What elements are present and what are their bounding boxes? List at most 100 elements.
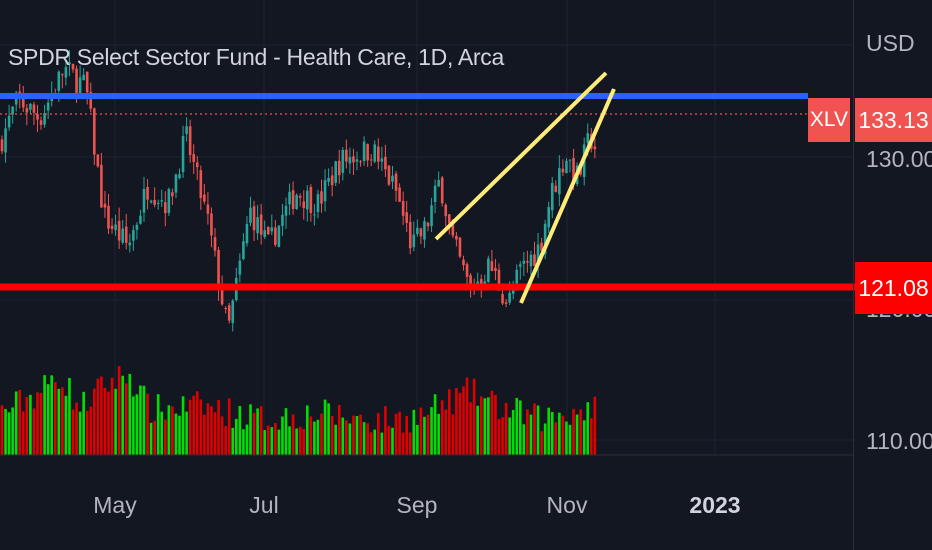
symbol-tag[interactable]: XLV: [808, 98, 850, 142]
currency-label[interactable]: USD: [866, 30, 915, 56]
volume-bar: [465, 377, 469, 455]
candle: [412, 221, 416, 252]
candle-body: [458, 237, 462, 257]
candle: [78, 65, 82, 99]
volume-bar: [64, 395, 68, 455]
volume-bar: [210, 406, 213, 455]
candle: [298, 193, 302, 207]
candle-body: [252, 206, 256, 231]
volume-bar: [82, 391, 85, 455]
candle: [345, 139, 348, 169]
candle: [430, 197, 433, 233]
candle: [266, 226, 270, 236]
candle: [203, 183, 206, 205]
candle: [291, 181, 295, 215]
volume-bar: [561, 415, 565, 455]
volume-bar: [433, 394, 437, 455]
volume-bar: [32, 408, 36, 455]
candle: [394, 171, 398, 202]
candle-body: [309, 186, 313, 213]
candle-body: [46, 102, 50, 111]
candle: [561, 159, 565, 177]
candle: [139, 209, 142, 225]
candle-body: [444, 204, 448, 217]
candle: [462, 255, 465, 271]
candle-body: [558, 168, 561, 195]
candle: [36, 104, 39, 133]
candle-body: [345, 149, 348, 162]
volume-bar: [547, 407, 550, 455]
volume-bar: [188, 399, 192, 455]
volume-bar: [444, 409, 448, 455]
candle-body: [281, 214, 284, 226]
candle-body: [203, 194, 206, 202]
candle-body: [146, 187, 149, 200]
wedge-upper-trendline[interactable]: [434, 71, 608, 241]
candle: [82, 68, 85, 81]
candle: [536, 232, 540, 278]
candle-body: [4, 128, 7, 153]
candle: [146, 178, 149, 210]
volume-bar: [245, 424, 249, 455]
volume-bar: [11, 407, 14, 455]
volume-bar: [174, 413, 178, 455]
volume-bars: [0, 366, 597, 455]
candle: [68, 50, 71, 77]
volume-bar: [107, 391, 110, 455]
candle-body: [511, 288, 515, 294]
volume-bar: [132, 396, 135, 455]
candle-body: [526, 261, 529, 263]
candle: [256, 204, 259, 240]
volume-bar: [171, 406, 174, 455]
candle-body: [416, 227, 419, 235]
volume-bar: [401, 432, 405, 455]
candle-body: [277, 225, 281, 247]
candle-body: [540, 242, 543, 251]
candle: [440, 176, 444, 207]
volume-bar: [43, 375, 46, 455]
candle-body: [462, 259, 465, 266]
candle-body: [245, 223, 249, 244]
candle: [43, 104, 46, 128]
candle-body: [554, 185, 558, 192]
candle-body: [238, 260, 242, 275]
candle-body: [295, 194, 298, 210]
candle: [366, 143, 369, 167]
candle: [444, 203, 448, 227]
wedge-lower-trendline[interactable]: [519, 88, 616, 304]
candle: [103, 190, 107, 218]
candle-body: [263, 230, 266, 238]
candle: [274, 220, 277, 247]
volume-bar: [408, 432, 412, 455]
candle: [348, 147, 352, 174]
candle-body: [490, 261, 494, 271]
volume-bar: [440, 400, 444, 455]
candle-body: [323, 180, 327, 202]
candle: [178, 168, 181, 180]
candle-body: [89, 91, 93, 109]
candle-body: [561, 168, 565, 173]
candle-body: [7, 115, 11, 128]
candle-body: [440, 177, 444, 204]
candle-body: [522, 260, 526, 264]
volume-bar: [217, 399, 220, 455]
candle: [231, 299, 235, 332]
candle-body: [29, 103, 32, 110]
candle: [64, 60, 68, 86]
candle-body: [220, 287, 224, 305]
candle-body: [11, 106, 14, 115]
candle-body: [107, 205, 110, 229]
candle-body: [68, 62, 71, 65]
candle: [242, 233, 245, 261]
support-level-tag[interactable]: 121.08: [855, 262, 932, 314]
candle: [288, 183, 291, 216]
volume-bar: [334, 424, 337, 455]
candle-body: [533, 254, 536, 266]
candle: [384, 144, 387, 178]
candle-body: [64, 67, 68, 78]
candle-body: [270, 227, 274, 232]
candle: [554, 180, 558, 193]
candle-body: [334, 161, 337, 183]
candle: [128, 233, 132, 253]
